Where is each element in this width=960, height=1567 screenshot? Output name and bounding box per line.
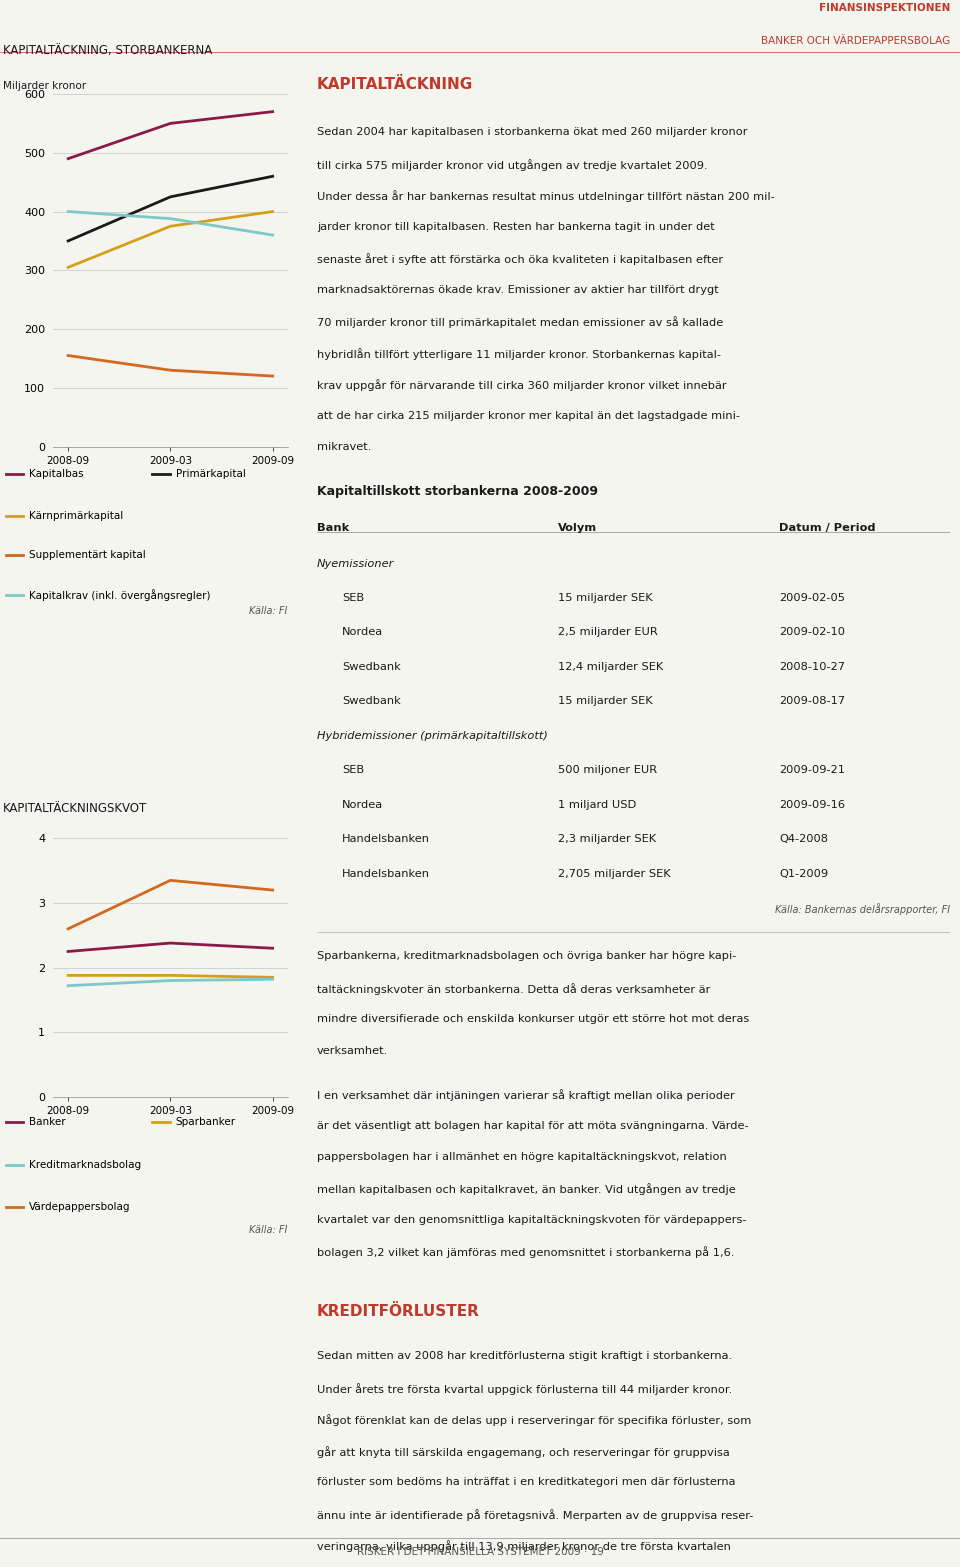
Text: Q1-2009: Q1-2009 xyxy=(780,868,828,879)
Text: 2009-09-16: 2009-09-16 xyxy=(780,799,846,810)
Text: Sedan mitten av 2008 har kreditförlusterna stigit kraftigt i storbankerna.: Sedan mitten av 2008 har kreditförluster… xyxy=(317,1351,732,1362)
Text: Swedbank: Swedbank xyxy=(342,696,401,707)
Text: Hybridemissioner (primärkapitaltillskott): Hybridemissioner (primärkapitaltillskott… xyxy=(317,730,547,741)
Text: Bank: Bank xyxy=(317,523,349,533)
Text: RISKER I DET FINANSIELLA SYSTEMET 2009 · 19: RISKER I DET FINANSIELLA SYSTEMET 2009 ·… xyxy=(356,1547,604,1556)
Text: verksamhet.: verksamhet. xyxy=(317,1045,388,1056)
Text: Kreditmarknadsbolag: Kreditmarknadsbolag xyxy=(29,1160,141,1169)
Text: är det väsentligt att bolagen har kapital för att möta svängningarna. Värde-: är det väsentligt att bolagen har kapita… xyxy=(317,1120,749,1130)
Text: Primärkapital: Primärkapital xyxy=(176,469,246,480)
Text: Sparbankerna, kreditmarknadsbolagen och övriga banker har högre kapi-: Sparbankerna, kreditmarknadsbolagen och … xyxy=(317,951,736,961)
Text: att de har cirka 215 miljarder kronor mer kapital än det lagstadgade mini-: att de har cirka 215 miljarder kronor me… xyxy=(317,411,740,420)
Text: Kapitaltillskott storbankerna 2008-2009: Kapitaltillskott storbankerna 2008-2009 xyxy=(317,486,598,498)
Text: 2009-09-21: 2009-09-21 xyxy=(780,765,846,776)
Text: KAPITALTÄCKNING: KAPITALTÄCKNING xyxy=(317,77,473,92)
Text: marknadsaktörernas ökade krav. Emissioner av aktier har tillfört drygt: marknadsaktörernas ökade krav. Emissione… xyxy=(317,285,718,295)
Text: Kärnprimärkapital: Kärnprimärkapital xyxy=(29,511,124,520)
Text: Under dessa år har bankernas resultat minus utdelningar tillfört nästan 200 mil-: Under dessa år har bankernas resultat mi… xyxy=(317,190,775,202)
Text: KREDITFÖRLUSTER: KREDITFÖRLUSTER xyxy=(317,1304,480,1319)
Text: 2,5 miljarder EUR: 2,5 miljarder EUR xyxy=(558,627,658,638)
Text: hybridlån tillfört ytterligare 11 miljarder kronor. Storbankernas kapital-: hybridlån tillfört ytterligare 11 miljar… xyxy=(317,348,721,359)
Text: Banker: Banker xyxy=(29,1117,66,1127)
Text: bolagen 3,2 vilket kan jämföras med genomsnittet i storbankerna på 1,6.: bolagen 3,2 vilket kan jämföras med geno… xyxy=(317,1246,734,1258)
Text: Sparbanker: Sparbanker xyxy=(176,1117,236,1127)
Text: 2,705 miljarder SEK: 2,705 miljarder SEK xyxy=(558,868,670,879)
Text: ännu inte är identifierade på företagsnivå. Merparten av de gruppvisa reser-: ännu inte är identifierade på företagsni… xyxy=(317,1509,754,1520)
Text: Swedbank: Swedbank xyxy=(342,661,401,672)
Text: Handelsbanken: Handelsbanken xyxy=(342,834,430,845)
Text: 70 miljarder kronor till primärkapitalet medan emissioner av så kallade: 70 miljarder kronor till primärkapitalet… xyxy=(317,317,723,328)
Text: mindre diversifierade och enskilda konkurser utgör ett större hot mot deras: mindre diversifierade och enskilda konku… xyxy=(317,1014,749,1025)
Text: Något förenklat kan de delas upp i reserveringar för specifika förluster, som: Något förenklat kan de delas upp i reser… xyxy=(317,1415,751,1426)
Text: Kapitalbas: Kapitalbas xyxy=(29,469,84,480)
Text: kvartalet var den genomsnittliga kapitaltäckningskvoten för värdepappers-: kvartalet var den genomsnittliga kapital… xyxy=(317,1214,746,1225)
Text: förluster som bedöms ha inträffat i en kreditkategori men där förlusterna: förluster som bedöms ha inträffat i en k… xyxy=(317,1478,735,1487)
Text: går att knyta till särskilda engagemang, och reserveringar för gruppvisa: går att knyta till särskilda engagemang,… xyxy=(317,1446,730,1457)
Text: SEB: SEB xyxy=(342,765,364,776)
Text: till cirka 575 miljarder kronor vid utgången av tredje kvartalet 2009.: till cirka 575 miljarder kronor vid utgå… xyxy=(317,158,708,171)
Text: Sedan 2004 har kapitalbasen i storbankerna ökat med 260 miljarder kronor: Sedan 2004 har kapitalbasen i storbanker… xyxy=(317,127,747,138)
Text: 2,3 miljarder SEK: 2,3 miljarder SEK xyxy=(558,834,656,845)
Text: Källa: FI: Källa: FI xyxy=(249,1225,287,1235)
Text: Handelsbanken: Handelsbanken xyxy=(342,868,430,879)
Text: SEB: SEB xyxy=(342,592,364,603)
Text: 15 miljarder SEK: 15 miljarder SEK xyxy=(558,696,652,707)
Text: Kapitalkrav (inkl. övergångsregler): Kapitalkrav (inkl. övergångsregler) xyxy=(29,589,211,600)
Text: krav uppgår för närvarande till cirka 360 miljarder kronor vilket innebär: krav uppgår för närvarande till cirka 36… xyxy=(317,379,727,392)
Text: Nordea: Nordea xyxy=(342,799,383,810)
Text: mellan kapitalbasen och kapitalkravet, än banker. Vid utgången av tredje: mellan kapitalbasen och kapitalkravet, ä… xyxy=(317,1183,735,1196)
Text: Källa: Bankernas delårsrapporter, FI: Källa: Bankernas delårsrapporter, FI xyxy=(776,903,950,915)
Text: 500 miljoner EUR: 500 miljoner EUR xyxy=(558,765,657,776)
Text: BANKER OCH VÄRDEPAPPERSBOLAG: BANKER OCH VÄRDEPAPPERSBOLAG xyxy=(761,36,950,45)
Text: Volym: Volym xyxy=(558,523,597,533)
Text: Datum / Period: Datum / Period xyxy=(780,523,876,533)
Text: 12,4 miljarder SEK: 12,4 miljarder SEK xyxy=(558,661,662,672)
Text: mikravet.: mikravet. xyxy=(317,442,372,453)
Text: Under årets tre första kvartal uppgick förlusterna till 44 miljarder kronor.: Under årets tre första kvartal uppgick f… xyxy=(317,1382,732,1395)
Text: Nyemissioner: Nyemissioner xyxy=(317,558,394,569)
Text: 1 miljard USD: 1 miljard USD xyxy=(558,799,636,810)
Text: 2009-02-10: 2009-02-10 xyxy=(780,627,846,638)
Text: Supplementärt kapital: Supplementärt kapital xyxy=(29,550,146,559)
Text: Miljarder kronor: Miljarder kronor xyxy=(3,81,86,91)
Text: I en verksamhet där intjäningen varierar så kraftigt mellan olika perioder: I en verksamhet där intjäningen varierar… xyxy=(317,1089,734,1102)
Text: KAPITALTÄCKNINGSKVOT: KAPITALTÄCKNINGSKVOT xyxy=(3,802,147,815)
Text: 2009-02-05: 2009-02-05 xyxy=(780,592,846,603)
Text: FINANSINSPEKTIONEN: FINANSINSPEKTIONEN xyxy=(819,3,950,13)
Text: 15 miljarder SEK: 15 miljarder SEK xyxy=(558,592,652,603)
Text: senaste året i syfte att förstärka och öka kvaliteten i kapitalbasen efter: senaste året i syfte att förstärka och ö… xyxy=(317,254,723,265)
Text: Källa: FI: Källa: FI xyxy=(249,605,287,616)
Text: 2009-08-17: 2009-08-17 xyxy=(780,696,846,707)
Text: KAPITALTÄCKNING, STORBANKERNA: KAPITALTÄCKNING, STORBANKERNA xyxy=(3,44,212,58)
Text: Q4-2008: Q4-2008 xyxy=(780,834,828,845)
Text: Nordea: Nordea xyxy=(342,627,383,638)
Text: 2008-10-27: 2008-10-27 xyxy=(780,661,846,672)
Text: taltäckningskvoter än storbankerna. Detta då deras verksamheter är: taltäckningskvoter än storbankerna. Dett… xyxy=(317,983,710,995)
Text: pappersbolagen har i allmänhet en högre kapitaltäckningskvot, relation: pappersbolagen har i allmänhet en högre … xyxy=(317,1152,727,1163)
Text: Värdepappersbolag: Värdepappersbolag xyxy=(29,1202,131,1211)
Text: jarder kronor till kapitalbasen. Resten har bankerna tagit in under det: jarder kronor till kapitalbasen. Resten … xyxy=(317,221,714,232)
Text: veringarna, vilka uppgår till 13,9 miljarder kronor de tre första kvartalen: veringarna, vilka uppgår till 13,9 milja… xyxy=(317,1540,731,1553)
